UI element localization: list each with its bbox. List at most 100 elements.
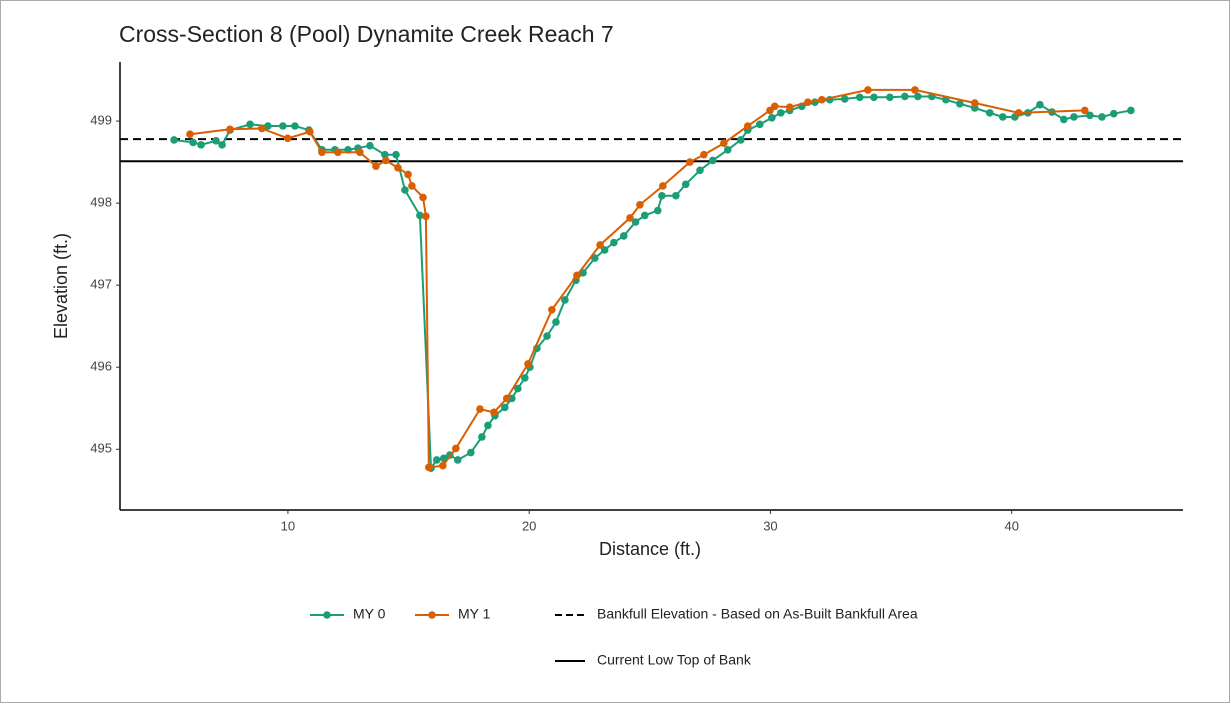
data-point (911, 86, 919, 94)
data-point (382, 156, 390, 165)
data-point (197, 141, 205, 149)
data-point (484, 421, 492, 430)
data-point (840, 95, 849, 103)
data-point (1086, 111, 1094, 120)
legend-swatch (428, 611, 436, 619)
data-point (334, 148, 342, 157)
data-point (422, 212, 430, 221)
data-point (226, 125, 234, 134)
data-point (720, 139, 728, 148)
data-point (804, 98, 812, 107)
data-point (501, 403, 509, 412)
y-tick-label: 498 (90, 195, 112, 210)
data-point (600, 246, 609, 254)
data-point (864, 86, 872, 94)
data-point (956, 100, 964, 108)
data-point (672, 191, 680, 200)
data-point (466, 448, 475, 457)
y-axis-label: Elevation (ft.) (51, 233, 71, 339)
data-point (381, 150, 389, 159)
data-point (626, 214, 634, 222)
data-point (777, 109, 785, 117)
data-point (591, 254, 599, 262)
data-point (490, 408, 498, 417)
data-point (770, 102, 779, 111)
data-point (356, 148, 364, 157)
x-tick-label: 40 (1004, 518, 1018, 533)
data-point (548, 305, 556, 314)
data-point (283, 134, 292, 143)
x-tick-label: 30 (763, 518, 777, 533)
data-point (696, 166, 704, 175)
data-point (901, 92, 909, 101)
data-point (610, 238, 618, 247)
data-point (659, 182, 667, 190)
data-point (723, 145, 732, 154)
data-point (419, 193, 427, 202)
data-point (186, 130, 194, 139)
data-point (1070, 113, 1078, 121)
x-axis-label: Distance (ft.) (599, 539, 701, 559)
legend-label: Bankfull Elevation - Based on As-Built B… (597, 606, 918, 622)
data-point (743, 122, 752, 130)
data-point (416, 211, 424, 220)
data-point (306, 127, 314, 136)
data-point (401, 186, 409, 194)
data-point (596, 241, 604, 249)
data-point (1109, 109, 1118, 118)
data-point (514, 384, 522, 393)
data-point (756, 120, 764, 129)
data-point (453, 456, 462, 464)
data-point (785, 103, 794, 111)
data-point (476, 405, 484, 413)
data-point (1127, 106, 1135, 115)
data-point (218, 141, 226, 149)
data-point (855, 93, 864, 102)
data-point (524, 360, 532, 368)
data-point (998, 113, 1007, 121)
data-point (425, 463, 433, 472)
data-point (640, 211, 649, 220)
data-point (1098, 113, 1106, 121)
legend-swatch (323, 611, 331, 619)
legend-label: MY 0 (353, 606, 386, 622)
data-point (258, 124, 266, 133)
y-tick-label: 497 (90, 277, 112, 292)
data-point (619, 232, 628, 240)
data-point (439, 461, 447, 470)
data-point (246, 120, 254, 129)
data-point (818, 95, 826, 104)
data-point (700, 150, 708, 159)
legend-label: Current Low Top of Bank (597, 652, 752, 668)
data-point (432, 456, 441, 464)
data-point (212, 136, 220, 145)
data-point (658, 191, 666, 200)
data-point (521, 374, 529, 382)
data-point (264, 122, 272, 130)
data-point (318, 148, 326, 157)
data-point (736, 136, 745, 144)
y-tick-label: 496 (90, 359, 112, 374)
data-point (708, 156, 717, 165)
data-point (170, 136, 178, 144)
data-point (1081, 106, 1089, 115)
data-point (372, 162, 380, 171)
data-point (392, 150, 400, 159)
data-point (552, 318, 560, 326)
data-point (768, 113, 776, 122)
data-point (279, 122, 287, 130)
data-point (543, 332, 551, 340)
data-point (870, 93, 878, 102)
data-point (439, 454, 448, 463)
data-point (886, 93, 894, 102)
data-point (366, 141, 374, 150)
data-point (561, 296, 569, 304)
data-point (653, 206, 662, 215)
data-point (970, 99, 979, 107)
data-point (452, 444, 460, 453)
data-point (502, 394, 511, 403)
data-point (404, 170, 412, 179)
